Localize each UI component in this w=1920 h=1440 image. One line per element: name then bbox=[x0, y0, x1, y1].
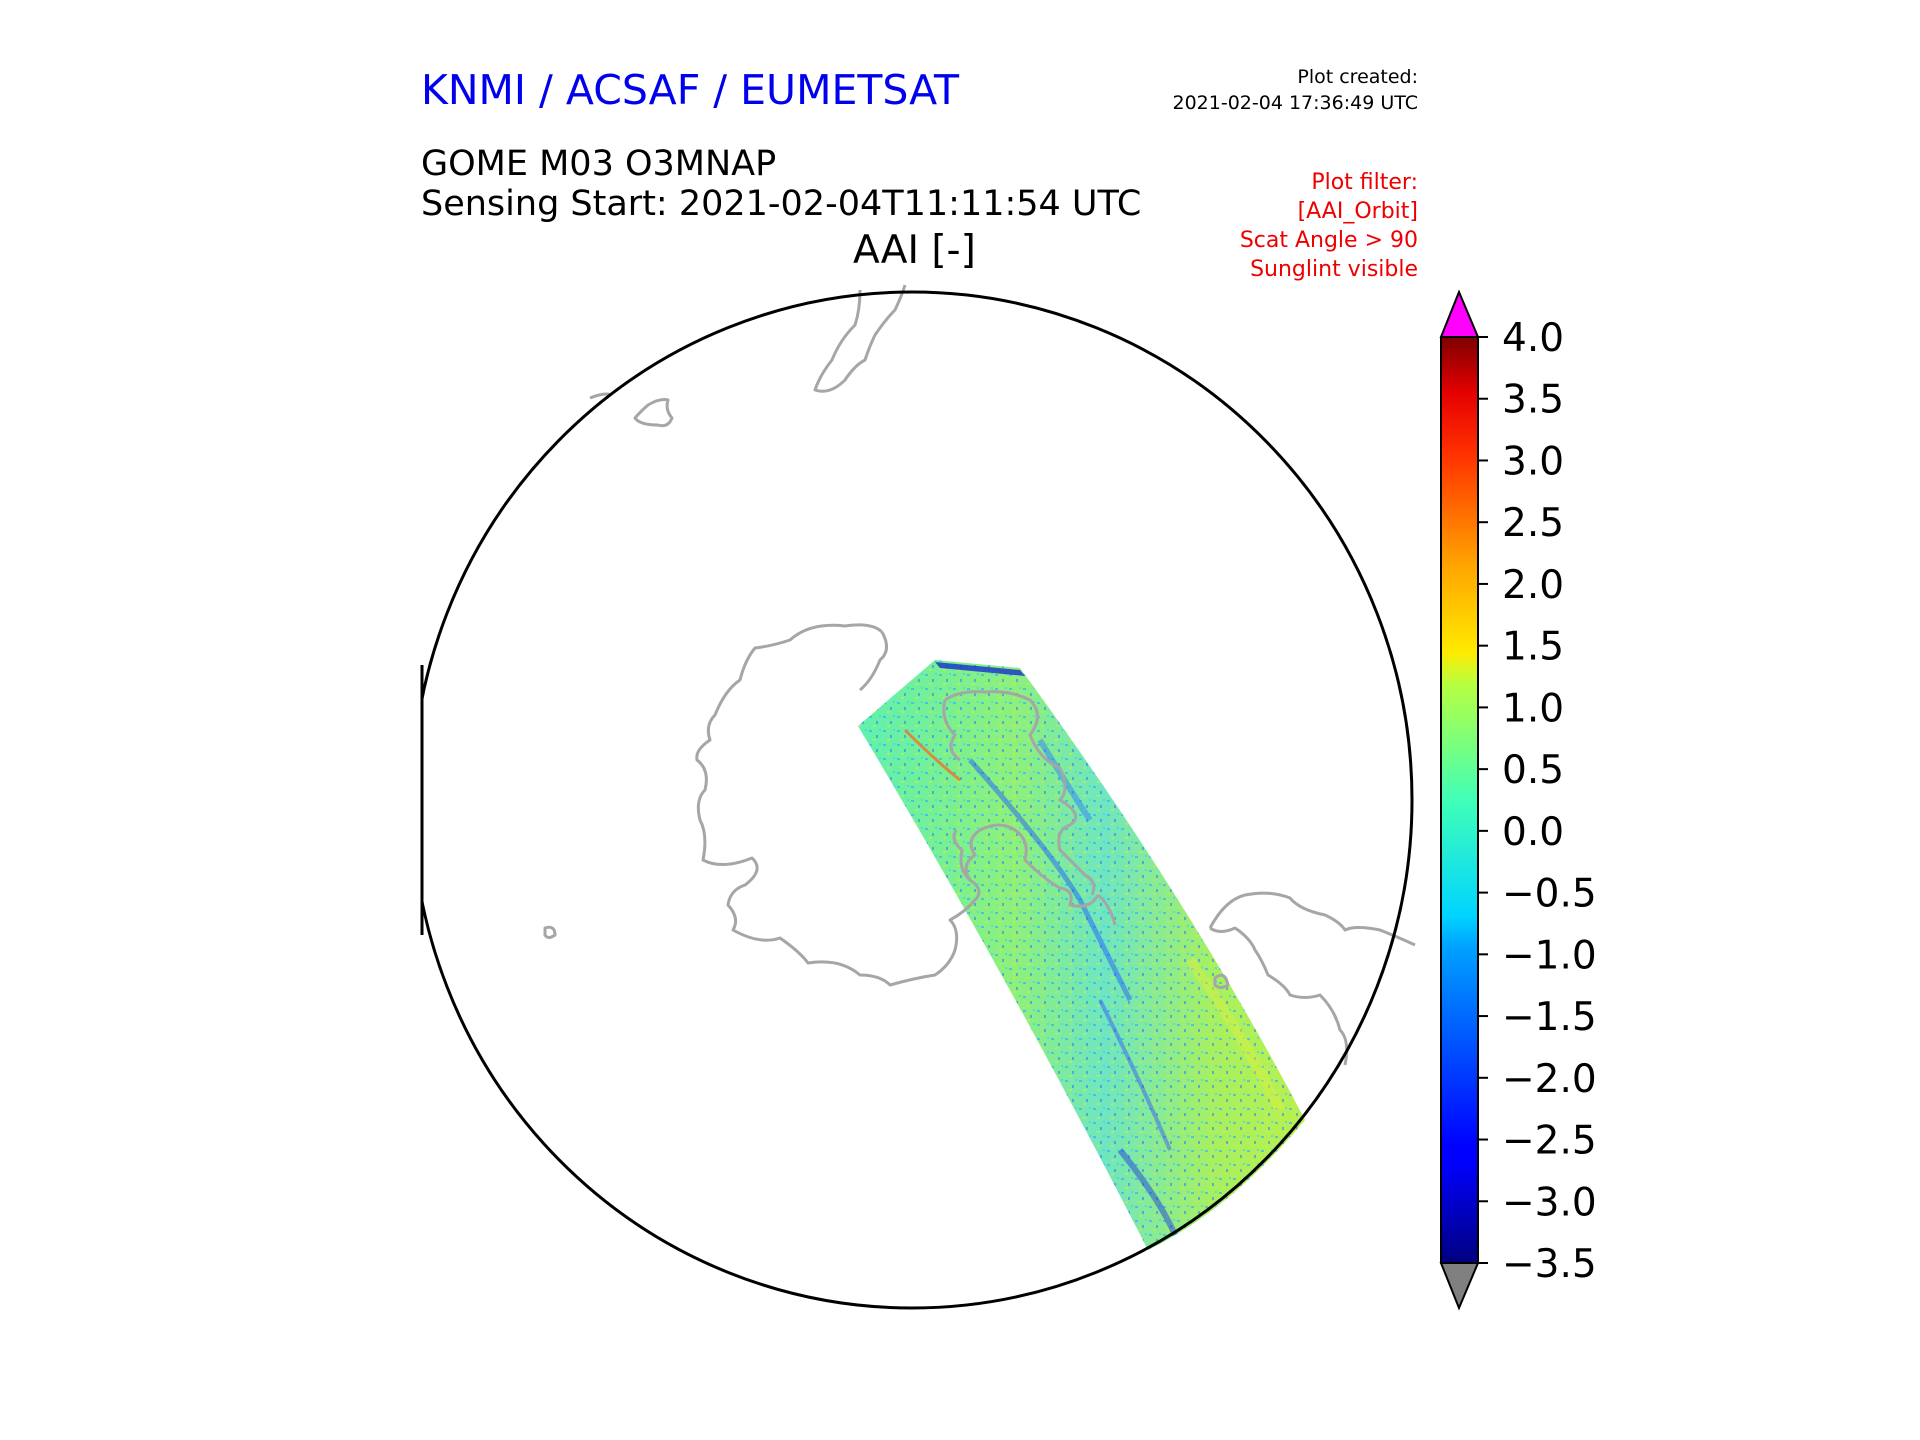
plot-filter: Plot filter: [AAI_Orbit] Scat Angle > 90… bbox=[1240, 168, 1418, 284]
colorbar-tick-label: 0.0 bbox=[1502, 810, 1564, 855]
globe-outline bbox=[422, 290, 1414, 1310]
swath-coast-1 bbox=[944, 690, 1096, 896]
colorbar-tick-label: 0.5 bbox=[1502, 748, 1564, 793]
filter-line: Sunglint visible bbox=[1250, 257, 1418, 282]
antarctic-peninsula-coast bbox=[859, 631, 888, 692]
antarctica-coast bbox=[695, 623, 981, 987]
colorbar: 4.0 3.5 3.0 2.5 2.0 1.5 1.0 0.5 0.0 −0.5 −1.0 −1.5 −… bbox=[1439, 289, 1597, 1311]
colorbar-gradient bbox=[1440, 336, 1479, 1264]
product-name: GOME M03 O3MNAP bbox=[421, 144, 777, 184]
colorbar-tick-label: 2.5 bbox=[1502, 501, 1564, 546]
colorbar-tick-label: 1.0 bbox=[1502, 686, 1564, 731]
colorbar-tick-label: 1.5 bbox=[1502, 625, 1564, 670]
swath-coast-5 bbox=[1097, 893, 1117, 926]
created-time: 2021-02-04 17:36:49 UTC bbox=[1172, 92, 1419, 114]
filter-line: [AAI_Orbit] bbox=[1297, 199, 1418, 224]
colorbar-tick-label: −1.5 bbox=[1502, 995, 1597, 1040]
variable-title: AAI [-] bbox=[853, 228, 976, 273]
swath-coast-2 bbox=[942, 699, 961, 762]
swath-coast-3 bbox=[979, 823, 1100, 908]
swath-coast-4 bbox=[964, 828, 981, 881]
organization-title: KNMI / ACSAF / EUMETSAT bbox=[421, 66, 960, 114]
colorbar-tick-label: −2.5 bbox=[1502, 1119, 1597, 1164]
filter-line: Plot filter: bbox=[1311, 170, 1418, 195]
created-label: Plot created: bbox=[1297, 66, 1418, 88]
south-america-coast-2 bbox=[1209, 926, 1349, 1066]
colorbar-tick-label: −0.5 bbox=[1502, 872, 1597, 917]
madagascar-coast bbox=[633, 398, 674, 428]
colorbar-over-arrow bbox=[1439, 289, 1480, 338]
colorbar-tick-label: 4.0 bbox=[1502, 316, 1564, 361]
colorbar-tick-label: −3.0 bbox=[1502, 1180, 1597, 1225]
globe bbox=[422, 284, 1416, 1308]
falklands-coast bbox=[1213, 973, 1230, 989]
satellite-swath bbox=[858, 660, 1305, 1250]
product-info: GOME M03 O3MNAP Sensing Start: 2021-02-0… bbox=[421, 144, 1141, 224]
south-america-coast bbox=[1208, 891, 1416, 947]
colorbar-tick-label: 3.5 bbox=[1502, 378, 1564, 423]
colorbar-under-arrow bbox=[1439, 1262, 1480, 1311]
colorbar-tick-label: 2.0 bbox=[1502, 563, 1564, 608]
colorbar-tick-label: −2.0 bbox=[1502, 1057, 1597, 1102]
filter-line: Scat Angle > 90 bbox=[1239, 228, 1418, 253]
colorbar-tick-label: 3.0 bbox=[1502, 439, 1564, 484]
colorbar-tick-label: −3.5 bbox=[1502, 1242, 1597, 1287]
sensing-start: Sensing Start: 2021-02-04T11:11:54 UTC bbox=[421, 184, 1142, 224]
colorbar-tick-label: −1.0 bbox=[1502, 933, 1597, 978]
coastlines bbox=[543, 284, 1416, 1066]
africa-tip-coast bbox=[813, 284, 907, 393]
small-island-coast bbox=[543, 925, 557, 939]
plot-created-stamp: Plot created: 2021-02-04 17:36:49 UTC bbox=[1173, 64, 1419, 116]
